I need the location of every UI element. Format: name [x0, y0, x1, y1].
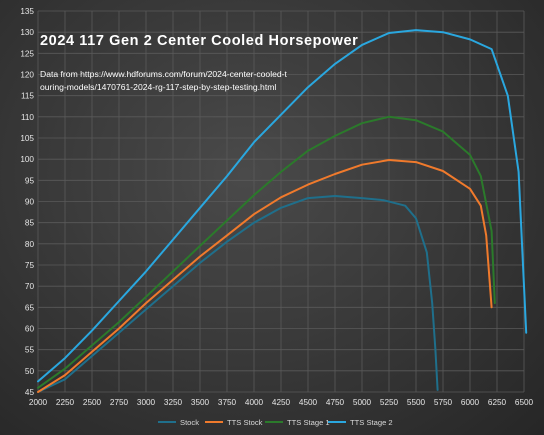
x-tick-label: 3750 — [218, 398, 237, 407]
y-tick-label: 135 — [20, 7, 34, 16]
y-tick-label: 125 — [20, 49, 34, 58]
y-tick-label: 130 — [20, 28, 34, 37]
chart-subtitle: Data from https://www.hdforums.com/forum… — [40, 69, 287, 92]
y-tick-label: 45 — [25, 388, 35, 397]
y-tick-label: 95 — [25, 176, 35, 185]
legend-swatch — [205, 421, 223, 423]
x-tick-label: 5750 — [434, 398, 453, 407]
series-line-3 — [37, 29, 528, 383]
legend-swatch — [265, 421, 283, 423]
y-tick-label: 115 — [21, 92, 34, 101]
legend-item: TTS Stage 1 — [265, 415, 330, 429]
legend-label: TTS Stock — [227, 417, 263, 427]
y-tick-label: 110 — [21, 113, 34, 122]
x-tick-label: 6250 — [488, 398, 507, 407]
x-tick-label: 6500 — [515, 398, 534, 407]
series-line-0 — [37, 195, 439, 393]
series-lines — [37, 29, 528, 393]
y-axis-ticks: 45 50 55 60 65 70 75 80 85 90 95 100 105 110 115 120 125… — [20, 7, 34, 397]
x-tick-label: 2500 — [83, 398, 102, 407]
y-tick-label: 55 — [25, 346, 35, 355]
legend: Stock TTS Stock TTS Stage 1 TTS Stage 2 — [0, 415, 544, 429]
chart-title: 2024 117 Gen 2 Center Cooled Horsepower — [40, 33, 359, 49]
legend-swatch — [328, 421, 346, 423]
x-tick-label: 2250 — [56, 398, 75, 407]
y-tick-label: 80 — [25, 240, 35, 249]
x-tick-label: 3250 — [164, 398, 183, 407]
y-tick-label: 65 — [25, 303, 35, 312]
x-tick-label: 4500 — [299, 398, 318, 407]
x-tick-label: 2000 — [29, 398, 48, 407]
series-line-2 — [37, 115, 496, 389]
series-line-1 — [37, 159, 493, 393]
legend-label: Stock — [180, 417, 199, 427]
x-tick-label: 5500 — [407, 398, 426, 407]
legend-item: Stock — [158, 415, 199, 429]
legend-item: TTS Stage 2 — [328, 415, 393, 429]
y-tick-label: 50 — [25, 367, 35, 376]
y-tick-label: 70 — [25, 282, 35, 291]
x-tick-label: 4250 — [272, 398, 291, 407]
x-tick-label: 6000 — [461, 398, 480, 407]
y-tick-label: 90 — [25, 198, 35, 207]
y-tick-label: 85 — [25, 219, 35, 228]
legend-label: TTS Stage 1 — [287, 417, 330, 427]
y-tick-label: 120 — [20, 71, 34, 80]
x-tick-label: 3500 — [191, 398, 210, 407]
x-tick-label: 5250 — [380, 398, 399, 407]
x-tick-label: 5000 — [353, 398, 372, 407]
x-tick-label: 4750 — [326, 398, 345, 407]
x-tick-label: 4000 — [245, 398, 264, 407]
legend-label: TTS Stage 2 — [350, 417, 393, 427]
y-tick-label: 105 — [20, 134, 34, 143]
y-tick-label: 75 — [25, 261, 35, 270]
x-axis-ticks: 2000 2250 2500 2750 3000 3250 3500 3750 4000 4250… — [29, 398, 534, 407]
x-tick-label: 3000 — [137, 398, 156, 407]
legend-swatch — [158, 421, 176, 423]
x-tick-label: 2750 — [110, 398, 129, 407]
y-tick-label: 60 — [25, 325, 35, 334]
legend-item: TTS Stock — [205, 415, 262, 429]
y-tick-label: 100 — [20, 155, 34, 164]
